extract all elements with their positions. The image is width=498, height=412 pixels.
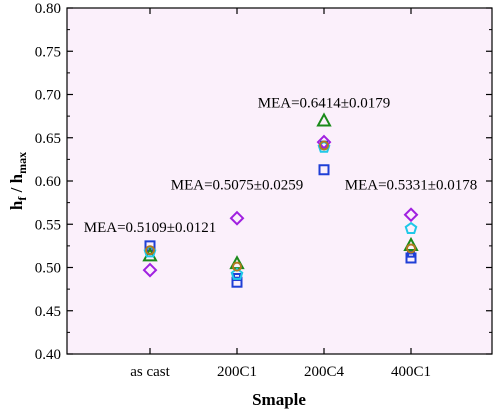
mea-annotation: MEA=0.5331±0.0178 bbox=[345, 178, 478, 194]
data-point-diamond bbox=[142, 262, 158, 278]
data-point-circle bbox=[406, 243, 416, 254]
data-point-diamond bbox=[229, 210, 245, 226]
axes: 0.40 0.45 0.50 0.55 0.60 0.65 0.70 0.75 0.80 as c… bbox=[35, 1, 493, 380]
data-point-square bbox=[231, 276, 243, 288]
data-point-diamond bbox=[403, 207, 419, 223]
data-point-circle bbox=[232, 261, 242, 272]
y-tick-label: 0.55 bbox=[35, 217, 61, 233]
y-tick-label: 0.45 bbox=[35, 304, 61, 320]
y-tick-label: 0.75 bbox=[35, 44, 61, 60]
y-tick-label: 0.50 bbox=[35, 261, 61, 277]
data-point-square bbox=[405, 252, 417, 264]
data-point-square bbox=[318, 164, 330, 176]
y-tick-label: 0.60 bbox=[35, 174, 61, 190]
annotations: MEA=0.5109±0.0121 MEA=0.5075±0.0259 MEA=0.… bbox=[84, 95, 478, 236]
data-point-triangle bbox=[316, 112, 332, 127]
plot-background bbox=[67, 8, 492, 354]
y-tick-label: 0.40 bbox=[35, 347, 61, 363]
x-tick-label: 200C1 bbox=[217, 364, 257, 380]
data-point-pentagon bbox=[230, 267, 244, 280]
mea-annotation: MEA=0.5109±0.0121 bbox=[84, 220, 217, 236]
x-tick-label: 400C1 bbox=[391, 364, 431, 380]
x-axis-title: Smaple bbox=[252, 390, 306, 409]
data-point-circle bbox=[319, 140, 329, 151]
x-tick-label: 200C4 bbox=[304, 364, 345, 380]
y-tick-label: 0.70 bbox=[35, 88, 61, 104]
y-axis-title-sep: / h bbox=[7, 173, 26, 196]
y-tick-label: 0.80 bbox=[35, 1, 61, 17]
data-point-circle bbox=[145, 245, 155, 256]
mea-annotation: MEA=0.5075±0.0259 bbox=[171, 178, 304, 194]
mea-annotation: MEA=0.6414±0.0179 bbox=[258, 95, 391, 111]
data-points bbox=[142, 112, 419, 288]
y-tick-label: 0.65 bbox=[35, 131, 61, 147]
y-axis-title: hf / hmax bbox=[7, 152, 29, 210]
data-point-diamond bbox=[316, 134, 332, 150]
data-point-pentagon bbox=[404, 221, 418, 235]
y-axis-title-base: h bbox=[7, 200, 26, 210]
y-axis-title-sub1: f bbox=[15, 196, 29, 201]
x-tick-label: as cast bbox=[130, 364, 170, 380]
y-axis-title-sub2: max bbox=[15, 152, 29, 174]
